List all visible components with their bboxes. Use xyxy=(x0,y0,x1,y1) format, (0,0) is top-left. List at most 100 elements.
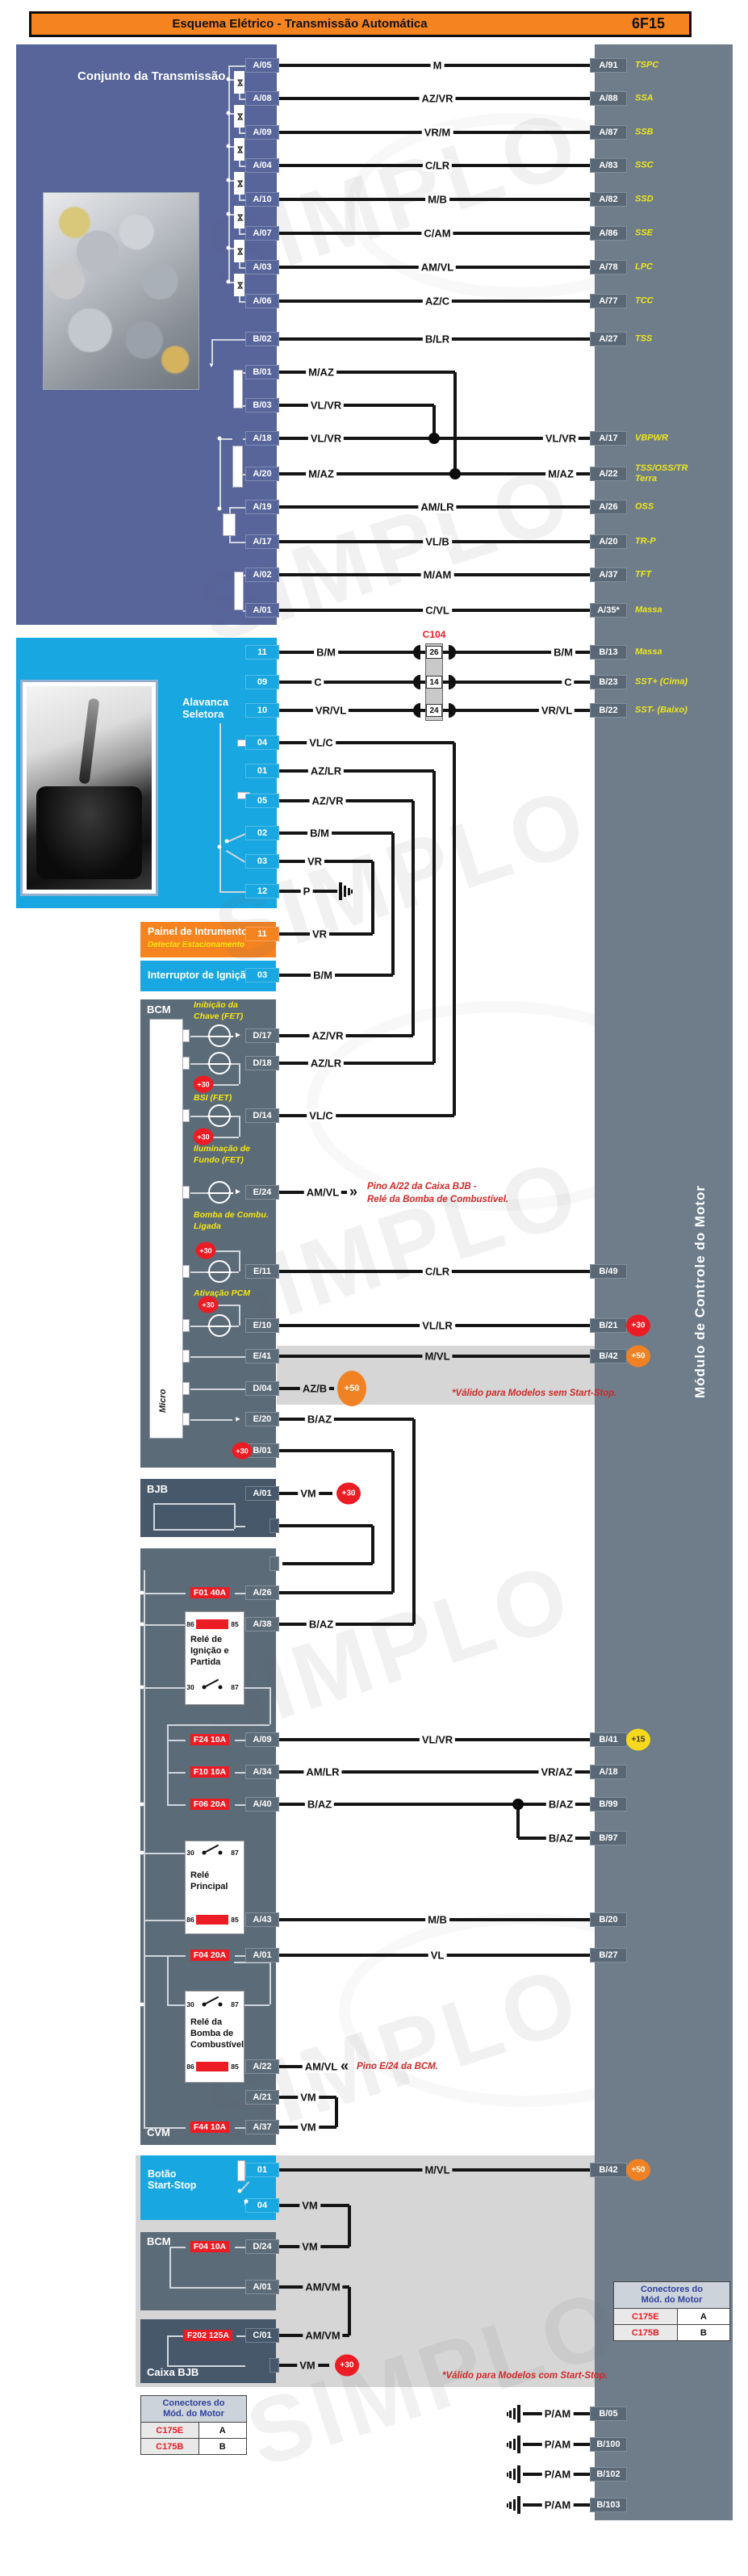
schematic-line xyxy=(167,1955,169,2004)
wire-segment xyxy=(279,1418,414,1421)
title-interruptor-ignicao: Interruptor de Ignição xyxy=(148,970,253,981)
schematic-line xyxy=(228,65,230,282)
connector-letter: B xyxy=(198,2439,246,2454)
schematic-line xyxy=(235,2247,245,2248)
bcm-pin-stub xyxy=(182,1350,190,1363)
schematic-line xyxy=(219,723,221,847)
power-badge: +15 xyxy=(626,1728,650,1751)
bcm-pin-stub xyxy=(182,1029,190,1042)
wire-segment xyxy=(371,861,374,934)
power-badge: +30 xyxy=(626,1314,650,1337)
wire-color-label: AM/VM xyxy=(303,2281,343,2293)
schematic-line xyxy=(235,1772,245,1774)
pin-tab: A/20 xyxy=(245,467,279,481)
power-badge: +30 xyxy=(198,1296,219,1313)
junction-dot-small xyxy=(140,1685,144,1690)
wire-color-label: B/AZ xyxy=(306,1618,336,1631)
schematic-line xyxy=(144,1624,185,1626)
schematic-line xyxy=(206,1192,233,1194)
wire-color-label: AZ/LR xyxy=(307,764,345,777)
wire-color-label: C/AM xyxy=(421,227,453,240)
pin-tab: A/88 xyxy=(590,91,627,106)
pin-tab: 11 xyxy=(245,645,279,660)
solenoid-icon: ⋈ xyxy=(234,274,244,296)
wire-color-label: M/AZ xyxy=(545,467,576,480)
schematic-line xyxy=(228,180,234,182)
schematic-line xyxy=(236,2335,245,2337)
signal-label: TSS/OSS/TR Terra xyxy=(635,463,688,484)
schematic-line xyxy=(167,1772,186,1774)
solenoid-icon: ⋈ xyxy=(234,105,244,128)
schematic-line xyxy=(153,1529,234,1531)
schematic-line xyxy=(144,1920,185,1921)
title-cvm: CVM xyxy=(147,2126,170,2138)
schematic-line xyxy=(190,1419,232,1421)
solenoid-glyph: ⋈ xyxy=(235,145,244,153)
wire-color-label: VL/C xyxy=(307,1109,336,1122)
pin-tab: A/37 xyxy=(245,2120,279,2134)
schematic-line xyxy=(167,2004,185,2006)
pin-tab: A/22 xyxy=(590,467,627,481)
solenoid-icon: ⋈ xyxy=(234,206,244,228)
pin-tab: 02 xyxy=(245,826,279,840)
wire-color-label: AM/VL xyxy=(418,261,457,274)
wire-color-label: M/VL xyxy=(422,2163,453,2176)
schematic-line xyxy=(206,1063,233,1065)
connector-code: C175B xyxy=(614,2325,678,2340)
solenoid-icon: ⋈ xyxy=(234,240,244,262)
wire-color-label: AZ/C xyxy=(422,295,453,308)
c104-cap-right xyxy=(449,703,456,718)
wire-color-label: C/VL xyxy=(423,604,452,617)
power-badge: +50 xyxy=(626,2159,650,2181)
schematic-line xyxy=(239,301,245,303)
title-caixa-bjb: Caixa BJB xyxy=(147,2366,199,2378)
junction-dot-small xyxy=(140,1802,144,1807)
schematic-line xyxy=(228,65,245,67)
schematic-line xyxy=(190,1389,245,1390)
wire-color-label: VR xyxy=(309,928,330,940)
note-label: Pino E/24 da BCM. xyxy=(357,2062,438,2071)
schematic-line xyxy=(239,98,245,100)
schematic-line xyxy=(190,1116,207,1117)
wire-segment xyxy=(453,372,457,474)
schematic-line xyxy=(144,1593,186,1594)
connector-table-header: Conectores do Mód. do Motor xyxy=(614,2282,729,2308)
power-badge: +30 xyxy=(195,1242,216,1259)
wire-segment xyxy=(282,1562,373,1565)
wire-color-label: VR xyxy=(304,855,325,868)
schematic-line xyxy=(169,2247,171,2287)
pin-tab: A/26 xyxy=(245,1585,279,1600)
pin-tab: A/38 xyxy=(245,1617,279,1631)
pin-tab: B/99 xyxy=(590,1797,627,1812)
relay-pin-86: 86 xyxy=(186,1916,194,1924)
c104-cap-right xyxy=(449,645,456,660)
pin-tab: B/20 xyxy=(590,1912,627,1927)
wire-segment xyxy=(279,799,413,802)
schematic-line xyxy=(239,195,240,199)
relay-pin-30: 30 xyxy=(186,1849,194,1857)
schematic-line xyxy=(229,536,231,542)
wire-segment xyxy=(279,741,454,744)
arrow-icon: ▼ xyxy=(208,362,215,369)
schematic-line xyxy=(243,405,245,407)
solenoid-icon: ⋈ xyxy=(234,71,244,94)
relay-contact-dot xyxy=(218,1850,223,1855)
wire-color-label: C/LR xyxy=(422,1265,453,1278)
pin-tab: A/34 xyxy=(245,1765,279,1779)
pin-tab: D/04 xyxy=(245,1381,279,1396)
wire-color-label: P/AM xyxy=(541,2499,574,2511)
pin-tab: A/40 xyxy=(245,1797,279,1812)
connector-code: C175E xyxy=(614,2309,678,2324)
schematic-line xyxy=(235,1955,245,1957)
wire-color-label: AM/LR xyxy=(303,1766,342,1778)
solenoid-glyph: ⋈ xyxy=(235,281,244,289)
schematic-line xyxy=(219,891,245,893)
schematic-line xyxy=(270,1687,271,1724)
schematic-line xyxy=(206,1036,233,1037)
schematic-line xyxy=(213,1084,239,1086)
wire-color-label: C xyxy=(311,676,324,689)
power-badge: +30 xyxy=(232,1442,253,1460)
pin-tab: 01 xyxy=(245,2163,279,2177)
pin-tab: E/10 xyxy=(245,1318,279,1333)
relay-title: Relé Principal xyxy=(190,1870,228,1891)
